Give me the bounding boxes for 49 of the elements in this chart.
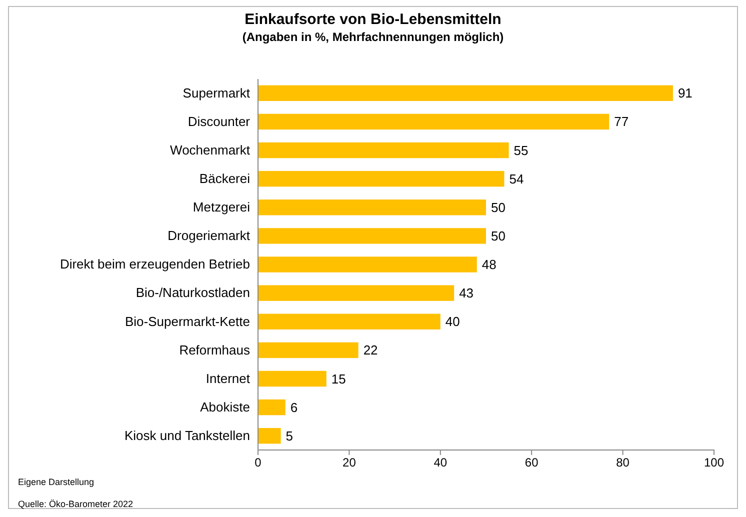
x-tick-label: 80 xyxy=(616,456,630,470)
data-label: 55 xyxy=(514,142,528,158)
data-label: 43 xyxy=(459,286,474,301)
text: Eigene Darstellung xyxy=(18,477,94,487)
bar xyxy=(258,170,504,187)
bar xyxy=(258,200,486,216)
x-tick-label: 100 xyxy=(704,456,724,470)
data-label: 91 xyxy=(678,86,692,101)
y-tick-label: Metzgerei xyxy=(192,200,250,215)
y-tick-label: Bäckerei xyxy=(199,170,250,186)
data-label: 50 xyxy=(491,200,506,215)
source-note: Quelle: Öko-Barometer 2022 xyxy=(18,499,134,509)
chart-title: Einkaufsorte von Bio-Lebensmitteln xyxy=(244,11,502,28)
bar xyxy=(258,142,509,158)
bar xyxy=(258,428,281,444)
data-label: 22 xyxy=(363,342,378,358)
x-tick-label: 40 xyxy=(434,456,448,470)
y-tick-label: Bio-/Naturkostladen xyxy=(136,285,250,300)
y-tick-label: Abokiste xyxy=(200,399,250,414)
data-label: 40 xyxy=(445,314,460,330)
bar xyxy=(258,285,454,301)
y-tick-label: Wochenmarkt xyxy=(170,142,250,158)
bar xyxy=(258,114,610,130)
x-tick-label: 0 xyxy=(254,456,262,470)
bar xyxy=(258,85,673,101)
data-label: 50 xyxy=(491,228,506,244)
data-label: 48 xyxy=(482,257,496,272)
bar xyxy=(258,314,440,330)
chart-subtitle: (Angaben in %, Mehrfachnennungen möglich) xyxy=(242,30,504,44)
data-label: 54 xyxy=(509,171,524,186)
y-tick-label: Internet xyxy=(206,370,250,386)
data-label: 77 xyxy=(614,114,629,130)
bar xyxy=(258,342,358,358)
y-tick-label: Supermarkt xyxy=(182,85,250,100)
y-tick-label: Bio-Supermarkt-Kette xyxy=(125,314,250,329)
y-tick-label: Reformhaus xyxy=(179,342,250,358)
y-tick-label: Drogeriemarkt xyxy=(168,228,250,244)
x-tick-label: 20 xyxy=(342,456,356,470)
y-tick-label: Direkt beim erzeugenden Betrieb xyxy=(60,256,250,272)
y-tick-label: Discounter xyxy=(188,114,251,129)
bar xyxy=(258,256,477,272)
x-tick-label: 60 xyxy=(524,456,539,470)
bar xyxy=(258,370,326,387)
bar xyxy=(258,228,486,244)
data-label: 5 xyxy=(286,428,294,444)
y-tick-label: Kiosk und Tankstellen xyxy=(124,428,250,444)
bar xyxy=(258,399,286,416)
data-label: 15 xyxy=(331,371,346,386)
data-label: 6 xyxy=(290,400,298,415)
